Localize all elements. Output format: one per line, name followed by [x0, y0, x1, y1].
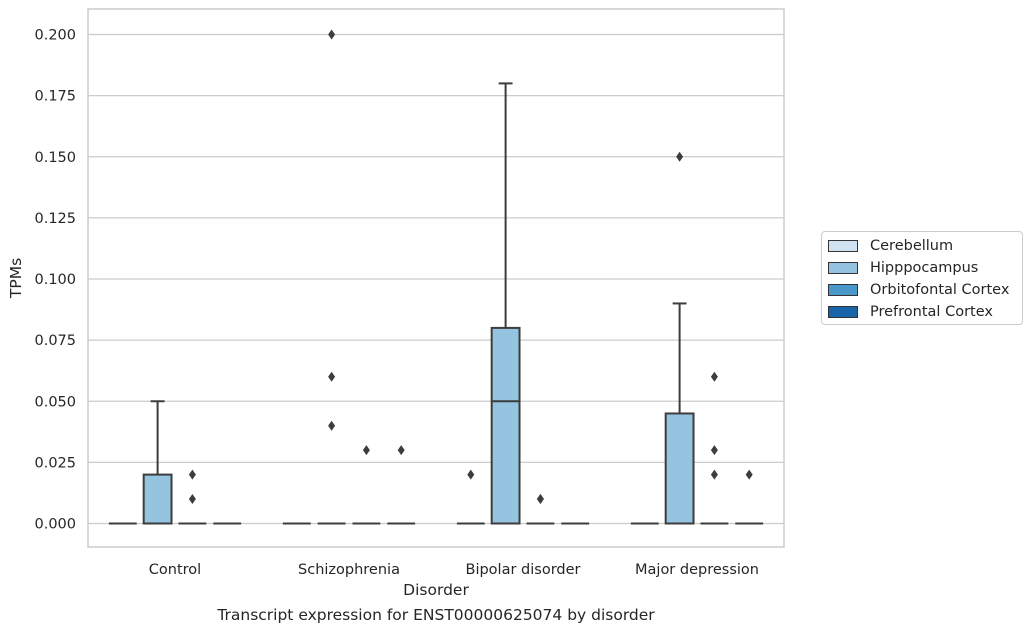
box-prefrontal-cortex-3 — [735, 469, 764, 525]
x-tick-label: Control — [149, 562, 201, 578]
y-tick-label: 0.000 — [34, 517, 76, 533]
box-iqr — [142, 473, 173, 525]
outlier-point — [467, 469, 475, 480]
legend-item-hippocampus: Hipppocampus — [828, 260, 978, 276]
grid-lines — [88, 33, 784, 525]
box-iqr — [490, 326, 521, 525]
box-orbitofontal-cortex-3 — [700, 371, 729, 525]
box-hipppocampus-0 — [142, 400, 173, 525]
box-prefrontal-cortex-1 — [387, 445, 416, 525]
box-cerebellum-2 — [456, 469, 485, 525]
outlier-point — [745, 469, 753, 480]
x-tick-label: Bipolar disorder — [466, 562, 581, 578]
x-tick-label: Major depression — [635, 562, 759, 578]
legend-label: Prefrontal Cortex — [870, 304, 993, 320]
legend-item-orbitofrontal-cortex: Orbitofontal Cortex — [828, 282, 1009, 298]
y-tick-label: 0.025 — [34, 455, 76, 471]
outlier-point — [710, 469, 718, 480]
box-orbitofontal-cortex-2 — [526, 494, 555, 525]
y-axis-ticks: 0.000 0.025 0.050 0.075 0.100 0.125 0.150 0.175… — [34, 28, 76, 533]
legend-label: Hipppocampus — [870, 260, 979, 276]
outlier-point — [536, 494, 544, 505]
y-axis-label: TPMs — [7, 258, 25, 299]
outlier-point — [188, 469, 196, 480]
y-tick-label: 0.150 — [34, 150, 76, 166]
y-tick-label: 0.100 — [34, 272, 76, 288]
legend-item-prefrontal-cortex: Prefrontal Cortex — [828, 304, 993, 320]
legend-label: Orbitofontal Cortex — [870, 282, 1010, 298]
legend-swatch — [828, 306, 858, 318]
y-tick-label: 0.050 — [34, 394, 76, 410]
legend-swatch — [828, 284, 858, 296]
outlier-point — [397, 445, 405, 456]
box-orbitofontal-cortex-0 — [178, 469, 207, 525]
outlier-point — [676, 151, 684, 162]
outlier-point — [188, 494, 196, 505]
outlier-point — [710, 371, 718, 382]
legend-swatch — [828, 240, 858, 252]
outlier-point — [328, 420, 336, 431]
box-marks — [108, 29, 764, 525]
box-orbitofontal-cortex-1 — [352, 445, 381, 525]
figure-caption: Transcript expression for ENST0000062507… — [217, 606, 655, 624]
outlier-point — [710, 445, 718, 456]
x-axis-ticks: Control Schizophrenia Bipolar disorder Majo… — [149, 562, 759, 578]
box-hipppocampus-3 — [664, 151, 695, 525]
box-hipppocampus-1 — [317, 29, 346, 525]
outlier-point — [328, 371, 336, 382]
y-tick-label: 0.200 — [34, 28, 76, 44]
x-axis-label: Disorder — [403, 581, 469, 599]
box-hipppocampus-2 — [490, 82, 521, 525]
y-tick-label: 0.125 — [34, 211, 76, 227]
legend: Cerebellum Hipppocampus Orbitofontal Cor… — [821, 231, 1023, 325]
legend-swatch — [828, 262, 858, 274]
plot-frame — [87, 8, 785, 548]
y-tick-label: 0.075 — [34, 333, 76, 349]
outlier-point — [328, 29, 336, 40]
x-tick-label: Schizophrenia — [298, 562, 400, 578]
legend-item-cerebellum: Cerebellum — [828, 238, 953, 254]
box-iqr — [664, 412, 695, 525]
legend-label: Cerebellum — [870, 238, 954, 254]
outlier-point — [362, 445, 370, 456]
y-tick-label: 0.175 — [34, 89, 76, 105]
